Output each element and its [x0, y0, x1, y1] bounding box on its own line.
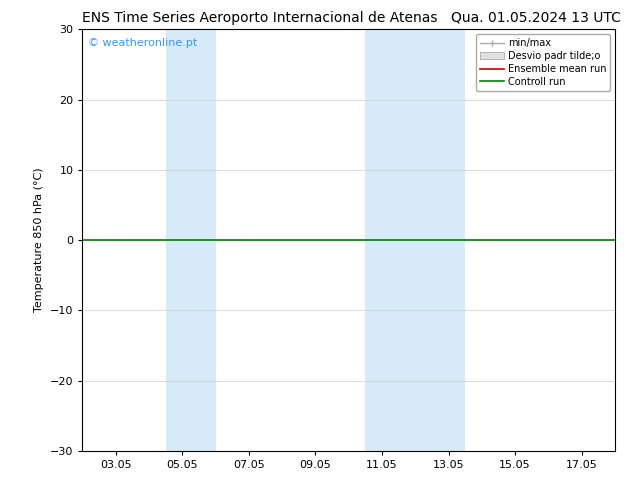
Text: ENS Time Series Aeroporto Internacional de Atenas: ENS Time Series Aeroporto Internacional …: [82, 11, 438, 25]
Y-axis label: Temperature 850 hPa (°C): Temperature 850 hPa (°C): [34, 168, 44, 313]
Legend: min/max, Desvio padr tilde;o, Ensemble mean run, Controll run: min/max, Desvio padr tilde;o, Ensemble m…: [476, 34, 610, 91]
Text: Qua. 01.05.2024 13 UTC: Qua. 01.05.2024 13 UTC: [451, 11, 621, 25]
Bar: [365, 29, 465, 451]
Text: © weatheronline.pt: © weatheronline.pt: [87, 38, 197, 48]
Bar: [165, 29, 216, 451]
